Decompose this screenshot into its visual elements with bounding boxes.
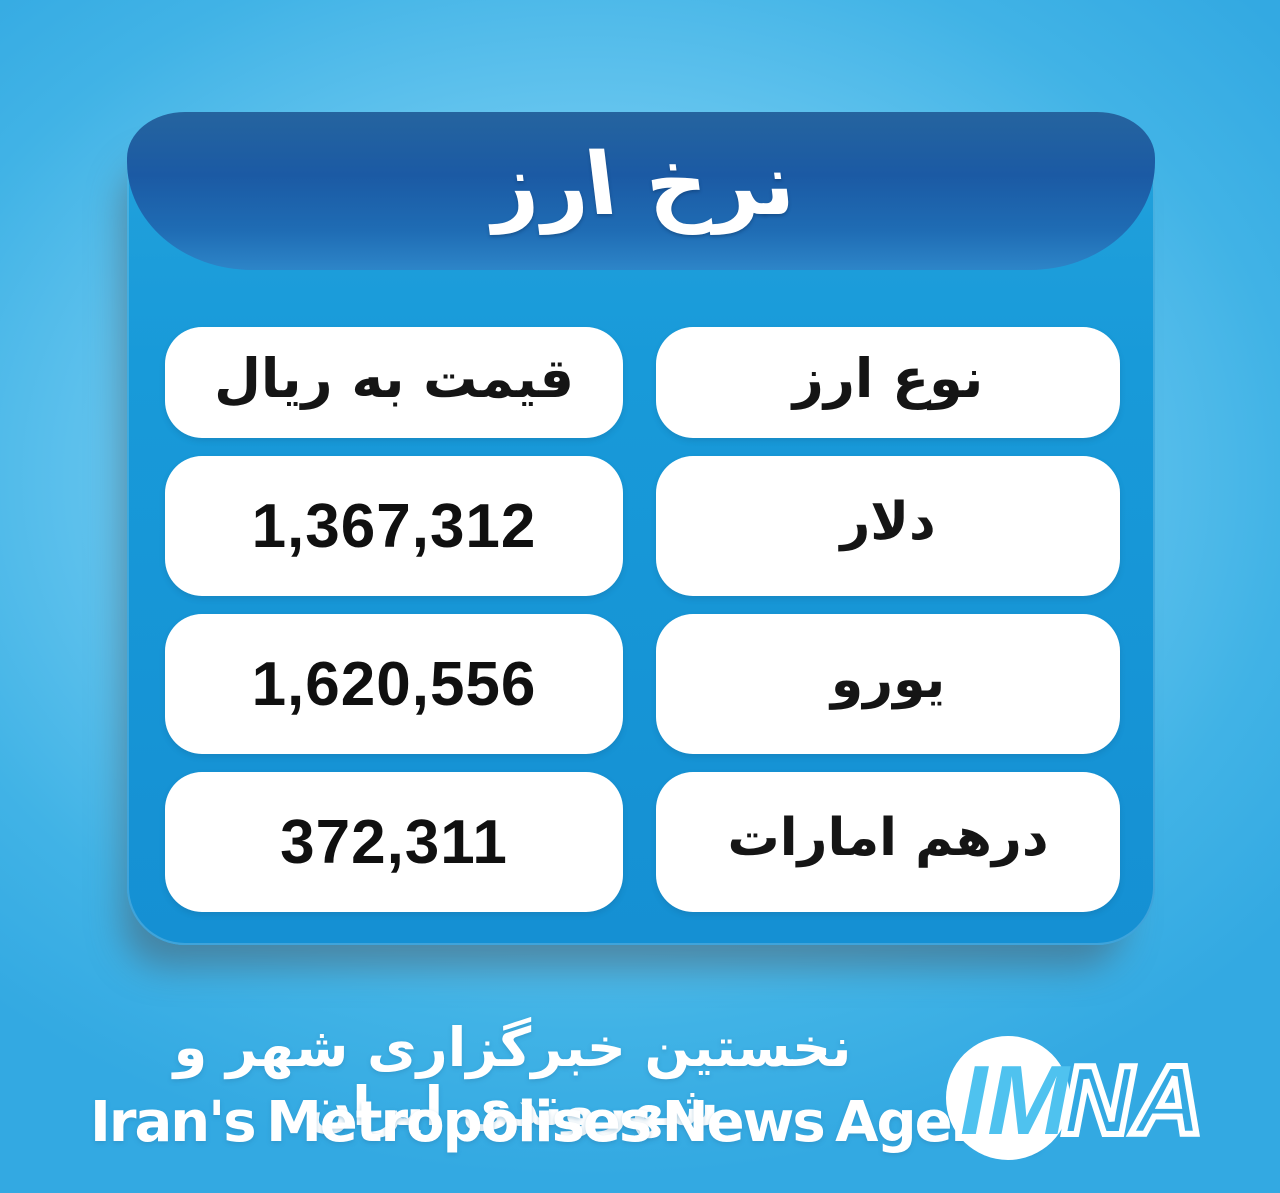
imna-logo-circle — [946, 1036, 1070, 1160]
footer-agency-name-english: Iran's Metropolises News Agency — [90, 1090, 1056, 1155]
currency-price-euro: 1,620,556 — [165, 614, 623, 754]
currency-name-euro: یورو — [656, 614, 1120, 754]
card-header-banner: نرخ ارز — [127, 112, 1155, 270]
currency-price-dollar: 1,367,312 — [165, 456, 623, 596]
column-header-currency-type: نوع ارز — [656, 327, 1120, 438]
currency-name-uae-dirham: درهم امارات — [656, 772, 1120, 912]
exchange-rate-card: نرخ ارز نوع ارز قیمت به ریال دلار 1,367,… — [127, 112, 1155, 945]
imna-logo-na-letters: NA — [1062, 1045, 1204, 1155]
currency-price-uae-dirham: 372,311 — [165, 772, 623, 912]
page-title: نرخ ارز — [481, 135, 800, 235]
rates-table: نوع ارز قیمت به ریال دلار 1,367,312 یورو… — [165, 327, 1120, 912]
currency-name-dollar: دلار — [656, 456, 1120, 596]
imna-logo-icon: IM NA — [946, 1036, 1207, 1160]
footer-slogan-persian: نخستین خبرگزاری شهر و شهروندی ایران — [173, 1016, 852, 1139]
imna-logo-im-letters: IM — [960, 1045, 1071, 1155]
column-header-price-rial: قیمت به ریال — [165, 327, 623, 438]
